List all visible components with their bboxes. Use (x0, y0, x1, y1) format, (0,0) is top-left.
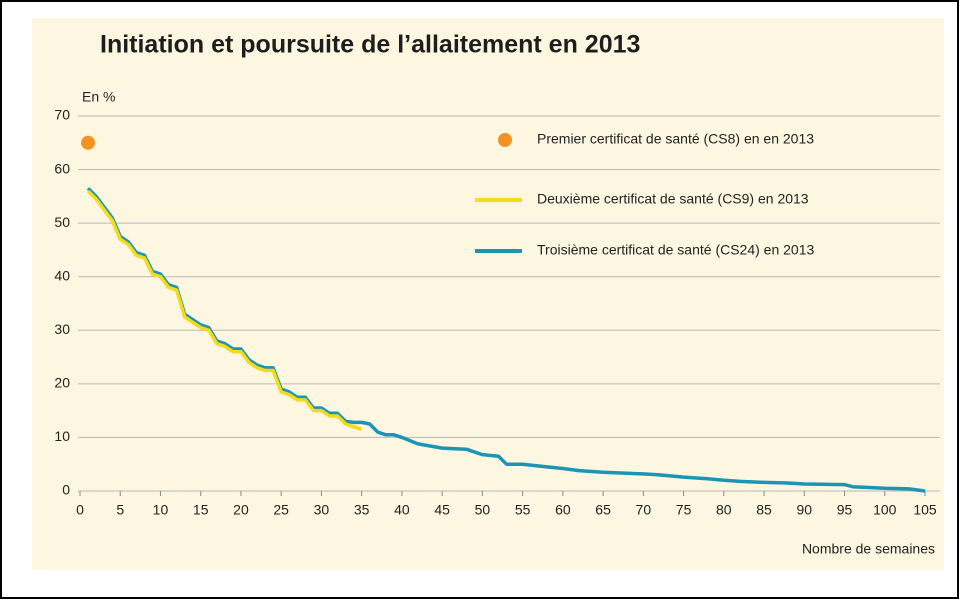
x-tick-label: 15 (193, 502, 209, 518)
x-tick-label: 80 (716, 502, 732, 518)
line-series (86, 187, 926, 493)
x-tick-label: 0 (76, 502, 84, 518)
x-tick-label: 65 (595, 502, 611, 518)
x-tick-label: 70 (636, 502, 652, 518)
x-tick-label: 20 (233, 502, 249, 518)
legend-label: Premier certificat de santé (CS8) en en … (537, 131, 814, 147)
y-tick-label: 30 (54, 321, 70, 337)
y-axis-label: En % (82, 89, 115, 105)
plot-background (32, 18, 944, 570)
x-tick-label: 30 (314, 502, 330, 518)
chart-title: Initiation et poursuite de l’allaitement… (100, 31, 640, 59)
x-tick-label: 105 (913, 502, 937, 518)
y-tick-label: 20 (54, 375, 70, 391)
legend-label: Deuxième certificat de santé (CS9) en 20… (537, 191, 809, 207)
y-tick-label: 60 (54, 160, 70, 176)
y-tick-label: 70 (54, 107, 70, 123)
y-tick-label: 40 (54, 267, 70, 283)
x-tick-label: 40 (394, 502, 410, 518)
y-tick-label: 0 (62, 482, 70, 498)
legend-label: Troisième certificat de santé (CS24) en … (537, 242, 814, 258)
y-tick-label: 50 (54, 214, 70, 230)
x-tick-label: 25 (273, 502, 289, 518)
x-tick-label: 5 (116, 502, 124, 518)
line-series (86, 189, 363, 432)
y-tick-label: 10 (54, 428, 70, 444)
x-tick-label: 95 (837, 502, 853, 518)
x-tick-label: 50 (475, 502, 491, 518)
x-tick-label: 100 (873, 502, 897, 518)
x-tick-label: 10 (153, 502, 169, 518)
x-tick-label: 55 (515, 502, 531, 518)
x-tick-label: 85 (756, 502, 772, 518)
x-tick-label: 75 (676, 502, 692, 518)
x-axis-label: Nombre de semaines (802, 541, 935, 557)
legend-marker (498, 133, 512, 147)
x-tick-label: 35 (354, 502, 370, 518)
x-tick-label: 60 (555, 502, 571, 518)
x-tick-label: 90 (796, 502, 812, 518)
scatter-point (81, 135, 96, 150)
x-tick-label: 45 (434, 502, 450, 518)
